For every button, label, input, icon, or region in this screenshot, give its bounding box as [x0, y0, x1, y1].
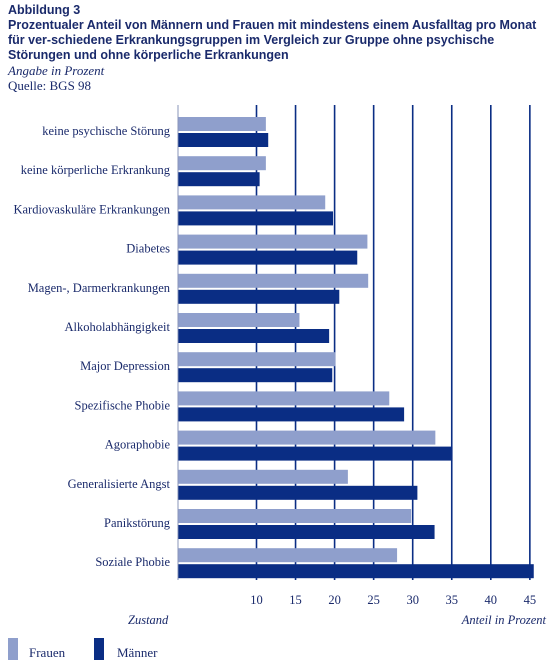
category-label-11: Soziale Phobie: [95, 555, 170, 569]
bar-frauen-11: [178, 548, 398, 563]
bar-maenner-2: [178, 211, 334, 226]
bar-maenner-7: [178, 407, 405, 422]
category-label-3: Diabetes: [126, 242, 170, 256]
bar-frauen-8: [178, 430, 436, 445]
category-label-10: Panikstörung: [104, 516, 171, 530]
bar-maenner-0: [178, 133, 269, 147]
bar-frauen-3: [178, 234, 368, 249]
category-label-8: Agoraphobie: [105, 438, 171, 452]
category-label-9: Generalisierte Angst: [68, 477, 171, 491]
bar-maenner-1: [178, 172, 260, 187]
x-tick-label-15: 15: [289, 593, 302, 607]
x-axis-title: Anteil in Prozent: [461, 613, 547, 627]
bar-frauen-9: [178, 469, 348, 484]
bar-maenner-8: [178, 446, 453, 461]
figure-number: Abbildung 3: [8, 3, 81, 17]
figure-title: Prozentualer Anteil von Männern und Frau…: [8, 18, 537, 62]
legend-swatch-maenner: [94, 638, 104, 660]
bar-frauen-10: [178, 509, 412, 523]
y-axis-title: Zustand: [128, 613, 169, 627]
bar-chart: keine psychische Störung keine körperlich…: [13, 105, 547, 627]
bar-maenner-10: [178, 525, 435, 539]
bar-maenner-3: [178, 250, 358, 265]
bar-frauen-0: [178, 117, 266, 131]
x-tick-label-45: 45: [524, 593, 537, 607]
figure-unit: Angabe in Prozent: [8, 63, 105, 78]
category-label-4: Magen-, Darmerkrankungen: [28, 281, 171, 295]
x-tick-label-40: 40: [485, 593, 498, 607]
legend-swatch-frauen: [8, 638, 18, 660]
category-label-7: Spezifische Phobie: [75, 398, 171, 412]
category-label-6: Major Depression: [80, 359, 171, 373]
x-tick-label-10: 10: [250, 593, 263, 607]
category-label-1: keine körperliche Erkrankung: [21, 163, 171, 177]
legend: Frauen Männer: [8, 638, 308, 662]
x-tick-label-25: 25: [367, 593, 380, 607]
bar-maenner-11: [178, 564, 534, 579]
category-label-5: Alkoholabhängigkeit: [64, 320, 170, 334]
bar-maenner-9: [178, 485, 418, 500]
x-tick-label-20: 20: [328, 593, 341, 607]
bar-maenner-5: [178, 329, 330, 343]
bar-frauen-5: [178, 313, 300, 327]
bar-frauen-6: [178, 352, 336, 367]
legend-label-frauen: Frauen: [29, 645, 66, 660]
figure-header: Abbildung 3 Prozentualer Anteil von Männ…: [8, 3, 548, 94]
x-tick-label-35: 35: [446, 593, 459, 607]
bar-frauen-1: [178, 156, 266, 171]
category-label-2: Kardiovaskuläre Erkrankungen: [13, 202, 170, 216]
bar-frauen-7: [178, 391, 390, 406]
bar-frauen-4: [178, 273, 369, 288]
legend-label-maenner: Männer: [117, 645, 158, 660]
bar-frauen-2: [178, 195, 326, 210]
figure-source: Quelle: BGS 98: [8, 78, 92, 93]
bar-maenner-6: [178, 368, 333, 383]
category-label-0: keine psychische Störung: [42, 124, 171, 138]
x-tick-label-30: 30: [406, 593, 419, 607]
bar-maenner-4: [178, 289, 340, 304]
